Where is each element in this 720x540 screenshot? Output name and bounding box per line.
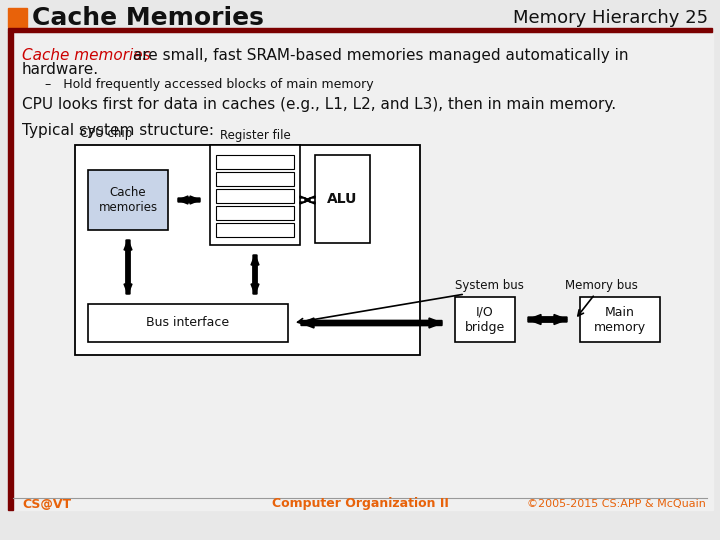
FancyArrow shape	[251, 255, 259, 294]
Bar	[8, 28, 712, 32]
Text: Computer Organization II: Computer Organization II	[271, 497, 449, 510]
Text: CS@VT: CS@VT	[22, 497, 71, 510]
Text: hardware.: hardware.	[22, 62, 99, 77]
FancyArrow shape	[528, 314, 567, 325]
Text: System bus: System bus	[455, 279, 524, 292]
Bar	[13, 34, 713, 510]
FancyArrow shape	[528, 314, 567, 325]
Text: Cache memories: Cache memories	[22, 48, 150, 63]
Text: Cache Memories: Cache Memories	[32, 6, 264, 30]
Bar	[216, 223, 294, 237]
Bar	[8, 8, 27, 27]
Text: Register file: Register file	[220, 129, 290, 142]
Bar	[8, 32, 13, 510]
FancyArrow shape	[124, 240, 132, 294]
Bar	[210, 145, 300, 245]
FancyArrow shape	[251, 255, 259, 294]
Text: CPU chip: CPU chip	[80, 127, 132, 140]
Text: ©2005-2015 CS:APP & McQuain: ©2005-2015 CS:APP & McQuain	[527, 499, 706, 509]
Bar	[75, 145, 420, 355]
FancyArrow shape	[124, 240, 132, 294]
FancyArrow shape	[305, 196, 315, 204]
FancyArrow shape	[178, 196, 200, 204]
Text: Memory bus: Memory bus	[565, 279, 638, 292]
Text: are small, fast SRAM-based memories managed automatically in: are small, fast SRAM-based memories mana…	[128, 48, 629, 63]
Bar	[216, 189, 294, 203]
Bar	[455, 297, 515, 342]
Bar	[216, 206, 294, 220]
FancyArrow shape	[178, 196, 200, 204]
Text: Main
memory: Main memory	[594, 306, 646, 334]
Bar	[315, 155, 370, 243]
Bar	[216, 155, 294, 169]
Text: Memory Hierarchy 25: Memory Hierarchy 25	[513, 9, 708, 27]
FancyArrow shape	[301, 318, 442, 328]
Text: Cache
memories: Cache memories	[99, 186, 158, 214]
Text: Typical system structure:: Typical system structure:	[22, 123, 214, 138]
Text: ALU: ALU	[328, 192, 358, 206]
Text: CPU looks first for data in caches (e.g., L1, L2, and L3), then in main memory.: CPU looks first for data in caches (e.g.…	[22, 97, 616, 112]
Text: I/O
bridge: I/O bridge	[465, 306, 505, 334]
Text: Bus interface: Bus interface	[146, 316, 230, 329]
Bar	[216, 172, 294, 186]
FancyArrow shape	[301, 318, 442, 328]
FancyArrow shape	[300, 196, 310, 204]
Bar	[88, 170, 168, 230]
Bar	[580, 297, 660, 342]
Bar	[88, 304, 288, 342]
Text: –   Hold frequently accessed blocks of main memory: – Hold frequently accessed blocks of mai…	[45, 78, 374, 91]
